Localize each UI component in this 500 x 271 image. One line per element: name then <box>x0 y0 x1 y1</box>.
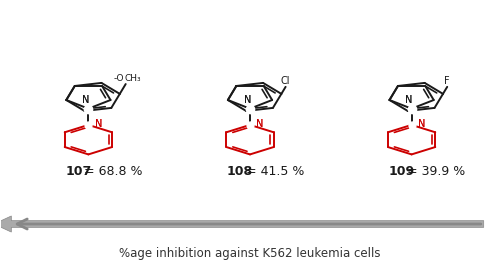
Text: N: N <box>95 119 102 129</box>
Text: N: N <box>418 119 426 129</box>
Text: %age inhibition against K562 leukemia cells: %age inhibition against K562 leukemia ce… <box>120 247 381 260</box>
Text: = 39.9 %: = 39.9 % <box>408 165 466 178</box>
Text: N: N <box>95 119 102 129</box>
Text: 108: 108 <box>227 165 253 178</box>
Text: = 68.8 %: = 68.8 % <box>84 165 142 178</box>
Text: N: N <box>82 95 90 105</box>
Text: CH₃: CH₃ <box>124 74 142 83</box>
Text: N: N <box>244 95 251 105</box>
Text: 107: 107 <box>66 165 92 178</box>
Text: N: N <box>406 95 413 105</box>
Text: N: N <box>256 119 264 129</box>
Text: 109: 109 <box>388 165 414 178</box>
Text: N: N <box>418 119 426 129</box>
Text: Cl: Cl <box>281 76 290 86</box>
Text: N: N <box>244 95 251 105</box>
Text: N: N <box>256 119 264 129</box>
Text: F: F <box>444 76 450 86</box>
Text: -O: -O <box>114 74 124 83</box>
Text: = 41.5 %: = 41.5 % <box>246 165 304 178</box>
Text: N: N <box>406 95 413 105</box>
FancyArrow shape <box>0 216 484 232</box>
Text: N: N <box>82 95 90 105</box>
